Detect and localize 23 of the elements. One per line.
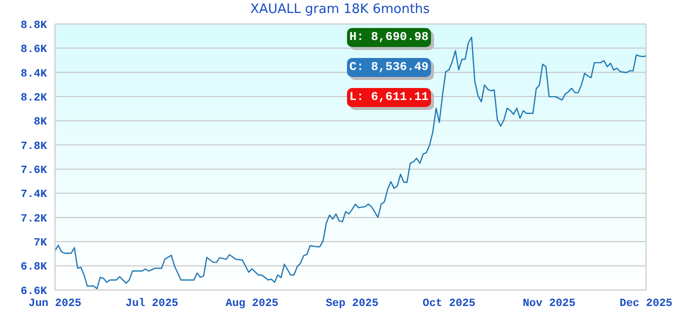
annotation: L: 6,611.11 (347, 88, 431, 107)
x-tick-label: Oct 2025 (422, 298, 476, 310)
y-tick-label: 7.6K (20, 164, 48, 177)
y-tick-label: 6.8K (20, 262, 48, 274)
y-tick-label: 7K (34, 238, 48, 250)
x-tick-label: Nov 2025 (522, 298, 576, 310)
x-tick-label: Sep 2025 (326, 298, 379, 310)
y-tick-label: 7.8K (20, 140, 48, 153)
annotation: H: 8,690.98 (347, 28, 431, 47)
chart-title: XAUALL gram 18K 6months (249, 2, 431, 17)
y-tick-label: 8.2K (20, 92, 48, 104)
x-tick-label: Aug 2025 (226, 298, 279, 310)
y-tick-label: 8.8K (20, 20, 48, 32)
y-tick-label: 7.4K (20, 189, 48, 202)
x-tick-label: Jul 2025 (125, 298, 179, 310)
y-tick-label: 8K (34, 116, 48, 129)
y-tick-label: 7.2K (20, 213, 48, 226)
annotation: C: 8,536.49 (347, 58, 431, 77)
y-tick-label: 6.6K (20, 286, 48, 298)
x-tick-label: Dec 2025 (620, 298, 673, 310)
x-tick-label: Jun 2025 (28, 298, 82, 310)
y-tick-label: 8.6K (20, 44, 48, 56)
y-tick-label: 8.4K (20, 68, 48, 80)
